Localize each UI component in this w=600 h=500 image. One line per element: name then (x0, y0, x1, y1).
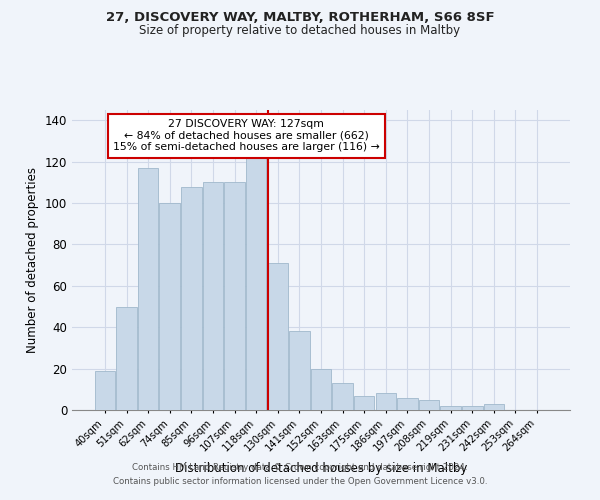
Bar (181, 186, 202, 410)
Bar (332, 383, 353, 410)
Text: 27 DISCOVERY WAY: 127sqm
← 84% of detached houses are smaller (662)
15% of semi-: 27 DISCOVERY WAY: 127sqm ← 84% of detach… (113, 119, 380, 152)
Bar (419, 400, 439, 410)
Bar (440, 406, 461, 410)
Bar (397, 398, 418, 410)
X-axis label: Distribution of detached houses by size in Maltby: Distribution of detached houses by size … (175, 462, 467, 474)
Bar (95, 370, 115, 410)
Y-axis label: Number of detached properties: Number of detached properties (26, 167, 39, 353)
Bar (462, 406, 482, 410)
Bar (138, 168, 158, 410)
Bar (268, 263, 288, 410)
Bar (116, 306, 137, 410)
Bar (289, 332, 310, 410)
Bar (160, 203, 180, 410)
Text: Size of property relative to detached houses in Maltby: Size of property relative to detached ho… (139, 24, 461, 37)
Bar (224, 182, 245, 410)
Bar (354, 396, 374, 410)
Bar (246, 135, 266, 410)
Bar (311, 368, 331, 410)
Bar (484, 404, 504, 410)
Text: Contains HM Land Registry data © Crown copyright and database right 2024.: Contains HM Land Registry data © Crown c… (132, 464, 468, 472)
Text: Contains public sector information licensed under the Open Government Licence v3: Contains public sector information licen… (113, 477, 487, 486)
Bar (203, 182, 223, 410)
Bar (376, 394, 396, 410)
Text: 27, DISCOVERY WAY, MALTBY, ROTHERHAM, S66 8SF: 27, DISCOVERY WAY, MALTBY, ROTHERHAM, S6… (106, 11, 494, 24)
